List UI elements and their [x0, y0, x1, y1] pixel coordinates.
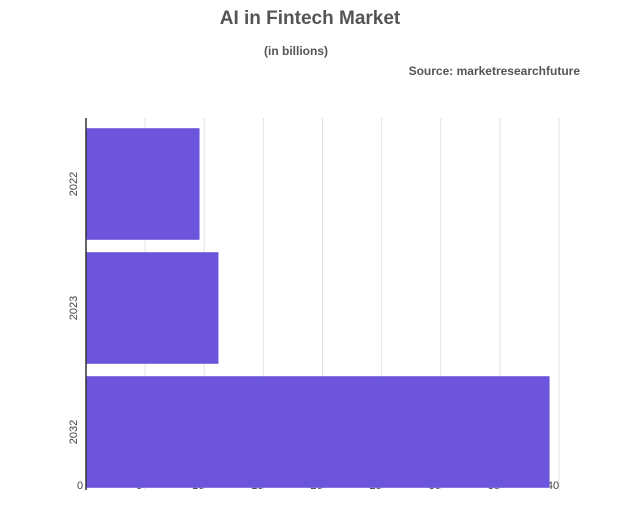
chart-subtitle: (in billions): [264, 44, 328, 58]
y-tick-label: 2022: [68, 172, 80, 196]
bar: [86, 376, 550, 488]
bar: [86, 128, 200, 240]
y-tick-label: 2023: [68, 296, 80, 320]
x-tick-label: 0: [77, 480, 83, 492]
bar: [86, 252, 219, 364]
y-tick-label: 2032: [68, 420, 80, 444]
x-tick-label: 40: [547, 480, 559, 492]
chart-source: Source: marketresearchfuture: [409, 64, 581, 78]
chart-title: AI in Fintech Market: [220, 8, 401, 29]
